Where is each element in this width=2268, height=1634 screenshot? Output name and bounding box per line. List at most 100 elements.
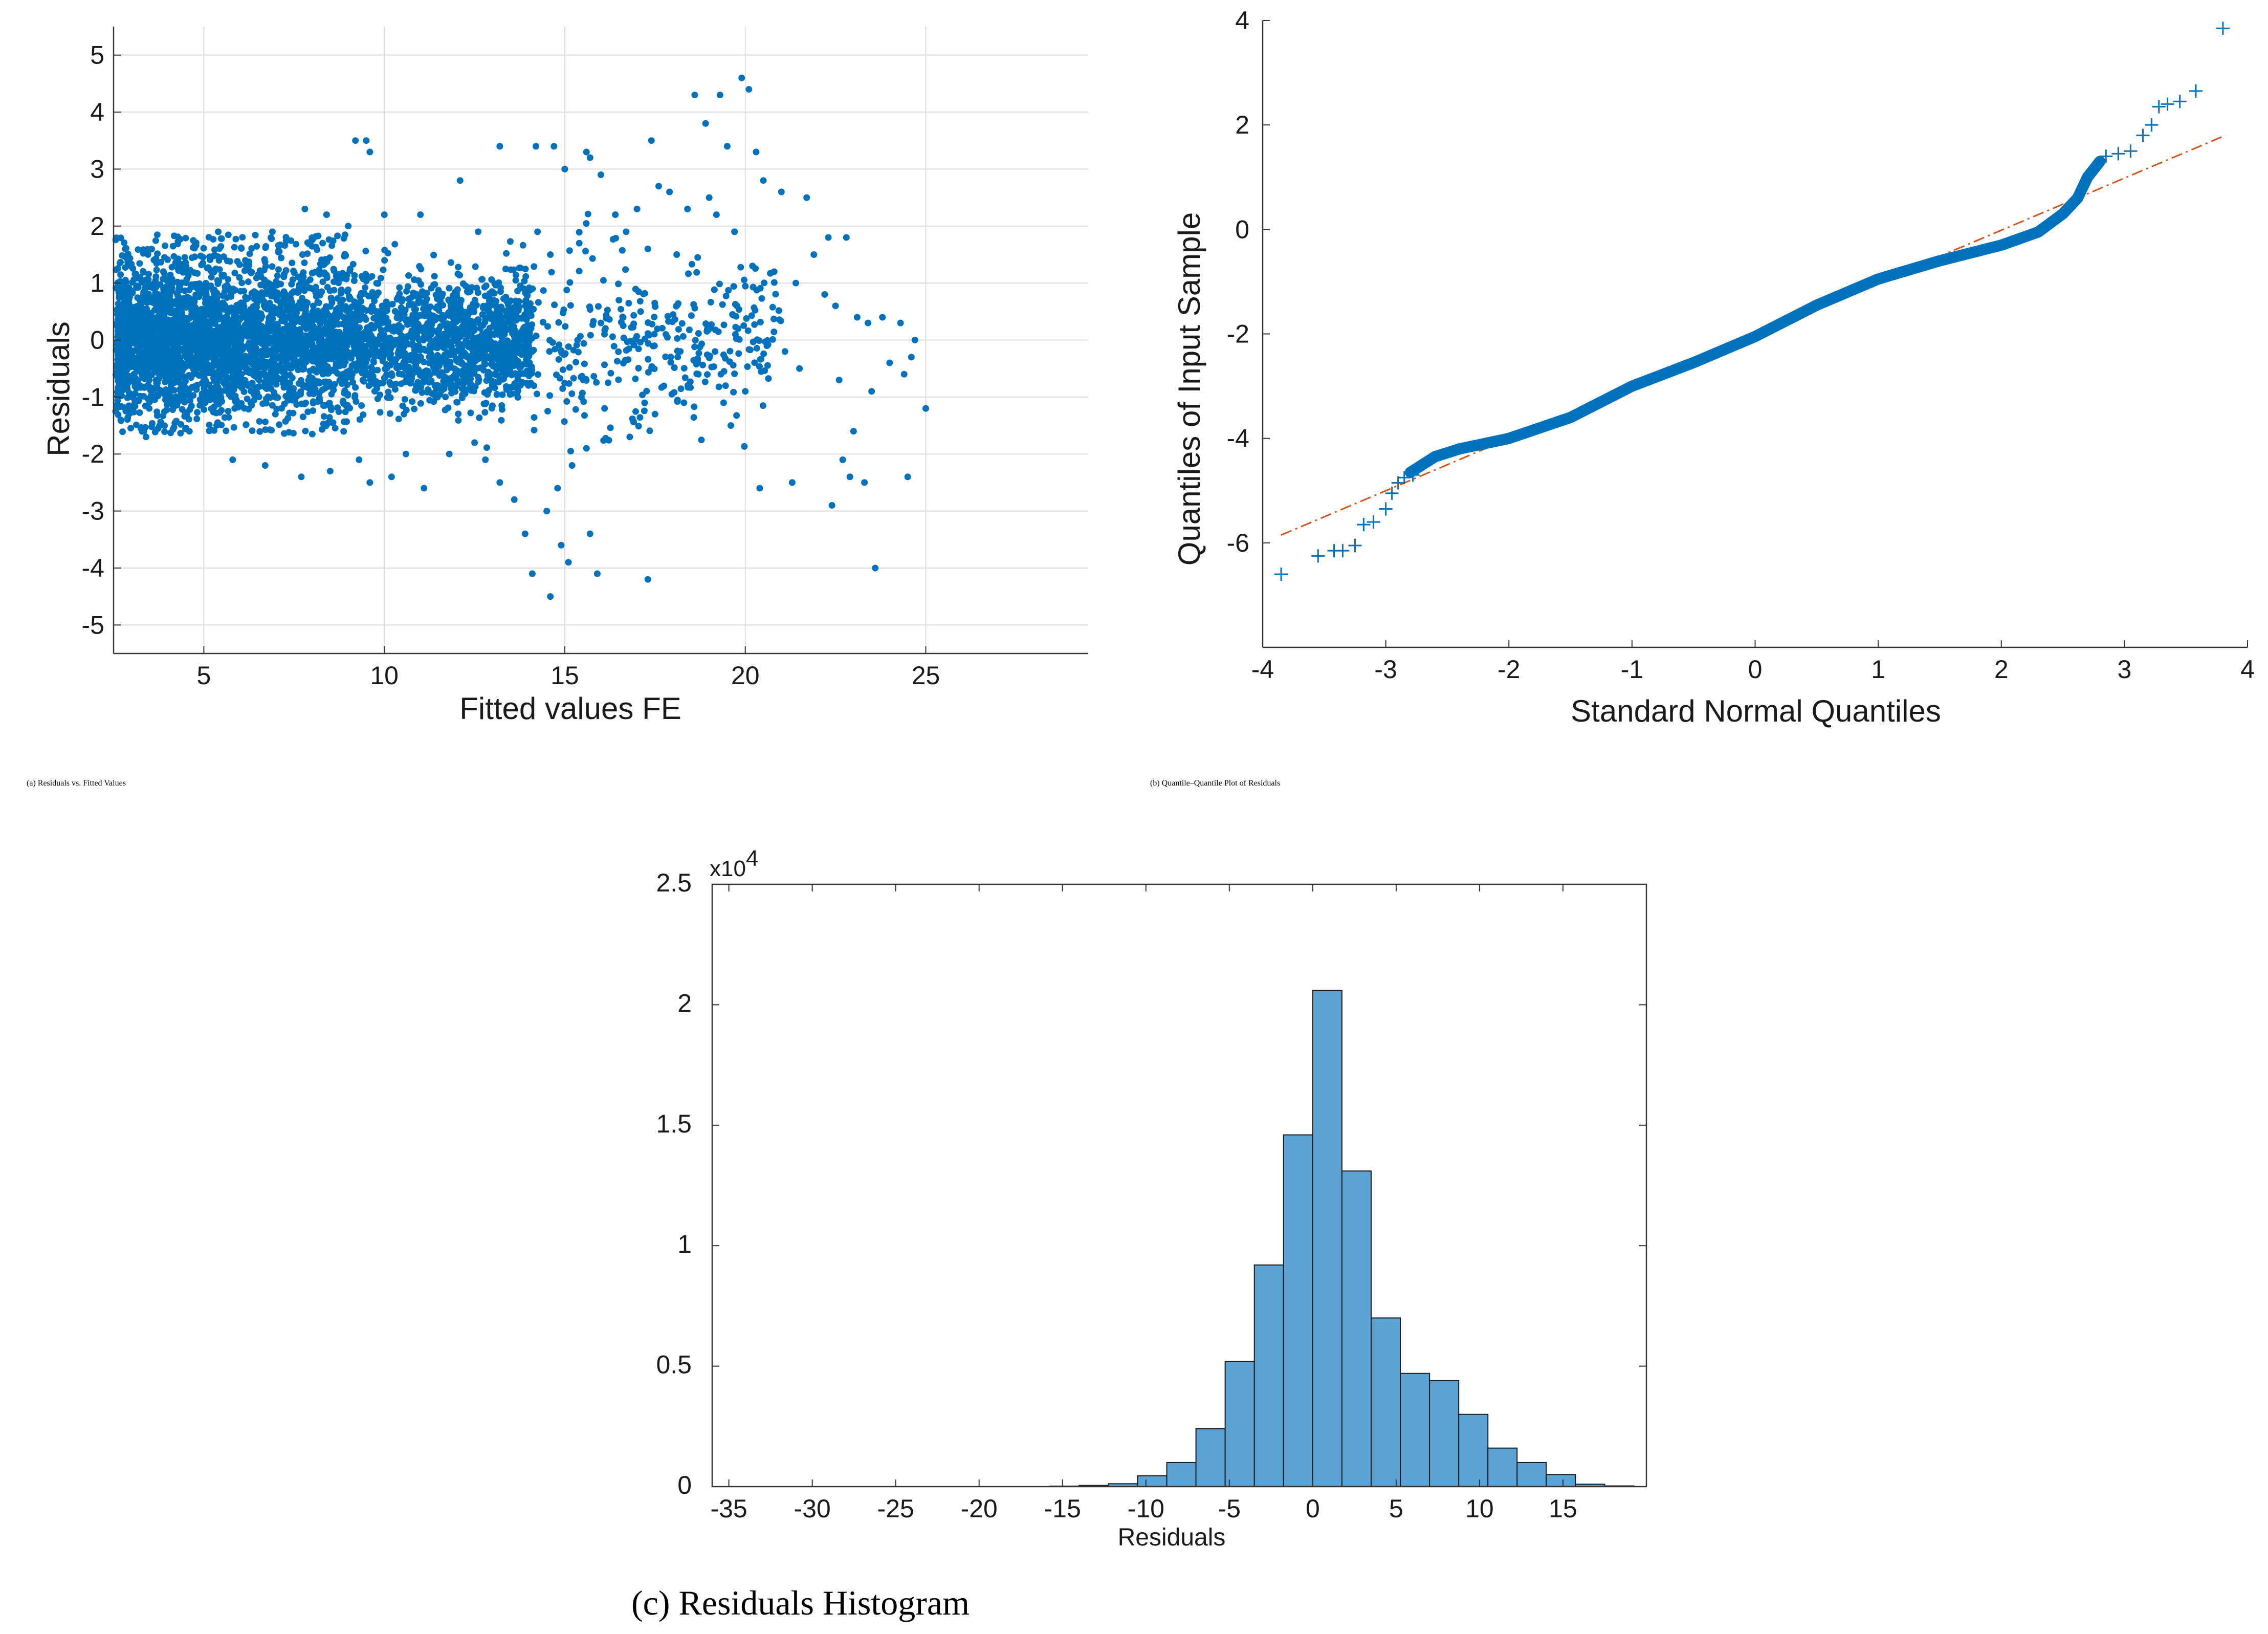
panel-a-point <box>224 321 231 328</box>
panel-a-point <box>333 359 340 366</box>
panel-a-point <box>267 368 274 375</box>
panel-a-point <box>604 307 611 314</box>
panel-a-point <box>576 239 583 247</box>
panel-a-point <box>217 394 225 401</box>
panel-a-point <box>145 271 152 278</box>
panel-a-point <box>879 314 886 321</box>
panel-a-point <box>716 92 723 99</box>
panel-a-point <box>215 401 223 408</box>
panel-a-point <box>193 365 200 372</box>
panel-a-point <box>664 313 671 320</box>
panel-b-xtick-label: -1 <box>1621 655 1643 684</box>
panel-a-point <box>206 421 213 428</box>
panel-a-point <box>558 541 565 549</box>
panel-a-point <box>351 394 358 401</box>
panel-a-point <box>124 416 131 423</box>
panel-a-point <box>238 299 245 307</box>
panel-a-point <box>547 251 554 258</box>
panel-a-point <box>624 338 631 345</box>
panel-a-point <box>346 267 354 274</box>
panel-a-point <box>904 473 911 481</box>
panel-a-point <box>535 371 541 378</box>
panel-a-point <box>442 394 449 401</box>
panel-a-point <box>580 398 587 405</box>
panel-a-point <box>470 307 477 314</box>
panel-a-point <box>523 316 530 323</box>
panel-a-point <box>667 359 674 366</box>
panel-a-point <box>335 408 342 415</box>
panel-b-outlier-marker <box>1385 486 1399 500</box>
panel-a-point <box>430 312 437 319</box>
panel-a-point <box>691 403 698 410</box>
panel-a-point <box>225 276 232 283</box>
panel-a-point <box>317 320 324 327</box>
panel-a-point <box>685 270 692 277</box>
panel-a-point <box>210 374 217 381</box>
panel-a-point <box>760 350 767 357</box>
panel-a-point <box>472 348 479 356</box>
panel-a-point <box>722 292 730 299</box>
panel-a-point <box>208 274 215 281</box>
panel-a-point <box>175 352 182 359</box>
panel-a-point <box>230 318 237 325</box>
panel-a-point <box>472 337 479 344</box>
panel-b-ytick-label: -2 <box>1227 320 1249 348</box>
panel-a-point <box>544 408 551 415</box>
panel-a-point <box>349 260 357 268</box>
panel-a-point <box>285 429 293 436</box>
panel-a-point <box>467 326 474 333</box>
panel-a-point <box>184 294 191 300</box>
panel-a-point <box>167 336 174 343</box>
panel-a-point <box>391 386 399 393</box>
panel-a-point <box>679 333 687 340</box>
panel-a-point <box>507 238 514 245</box>
panel-a-point <box>479 304 487 312</box>
panel-a-point <box>310 302 317 310</box>
panel-a-point <box>152 279 160 286</box>
panel-a-point <box>239 234 246 241</box>
panel-a-point <box>459 280 467 287</box>
panel-a-point <box>197 252 204 259</box>
panel-a-point <box>294 273 301 280</box>
panel-a-point <box>745 86 753 93</box>
panel-a-point <box>723 143 731 150</box>
panel-a-point <box>263 352 270 359</box>
panel-a-point <box>165 362 172 369</box>
panel-a-point <box>669 318 676 325</box>
panel-a-point <box>341 231 348 238</box>
panel-a-point <box>615 280 622 288</box>
panel-a-point <box>175 285 183 292</box>
panel-a-point <box>148 358 156 365</box>
panel-a-point <box>262 243 270 250</box>
panel-a-point <box>677 348 684 355</box>
panel-a-point <box>299 295 306 301</box>
panel-a-point <box>722 382 729 389</box>
panel-a-point <box>479 322 487 329</box>
panel-a-point <box>626 345 632 352</box>
panel-a-point <box>615 348 622 355</box>
panel-a-point <box>339 270 346 277</box>
panel-a-point <box>350 343 358 350</box>
panel-a-point <box>261 462 269 469</box>
panel-a-point <box>250 316 257 323</box>
panel-a-point <box>554 485 561 492</box>
panel-a-point <box>509 390 516 397</box>
panel-a-point <box>439 354 447 361</box>
panel-a-point <box>690 357 697 364</box>
panel-a-point <box>129 288 136 295</box>
panel-a-point <box>143 433 149 441</box>
panel-a-point <box>446 450 453 457</box>
panel-a-point <box>443 322 450 329</box>
panel-a-point <box>231 269 238 276</box>
panel-a-point <box>369 373 377 380</box>
panel-a-point <box>168 379 175 386</box>
panel-a-point <box>492 281 499 289</box>
panel-a-point <box>385 388 392 396</box>
panel-a-point <box>236 274 243 281</box>
panel-a-point <box>238 245 245 252</box>
panel-a-point <box>674 397 681 404</box>
panel-a-point <box>301 205 309 212</box>
panel-a-point <box>211 291 218 298</box>
panel-a-point <box>712 348 719 355</box>
panel-a-point <box>223 427 230 434</box>
